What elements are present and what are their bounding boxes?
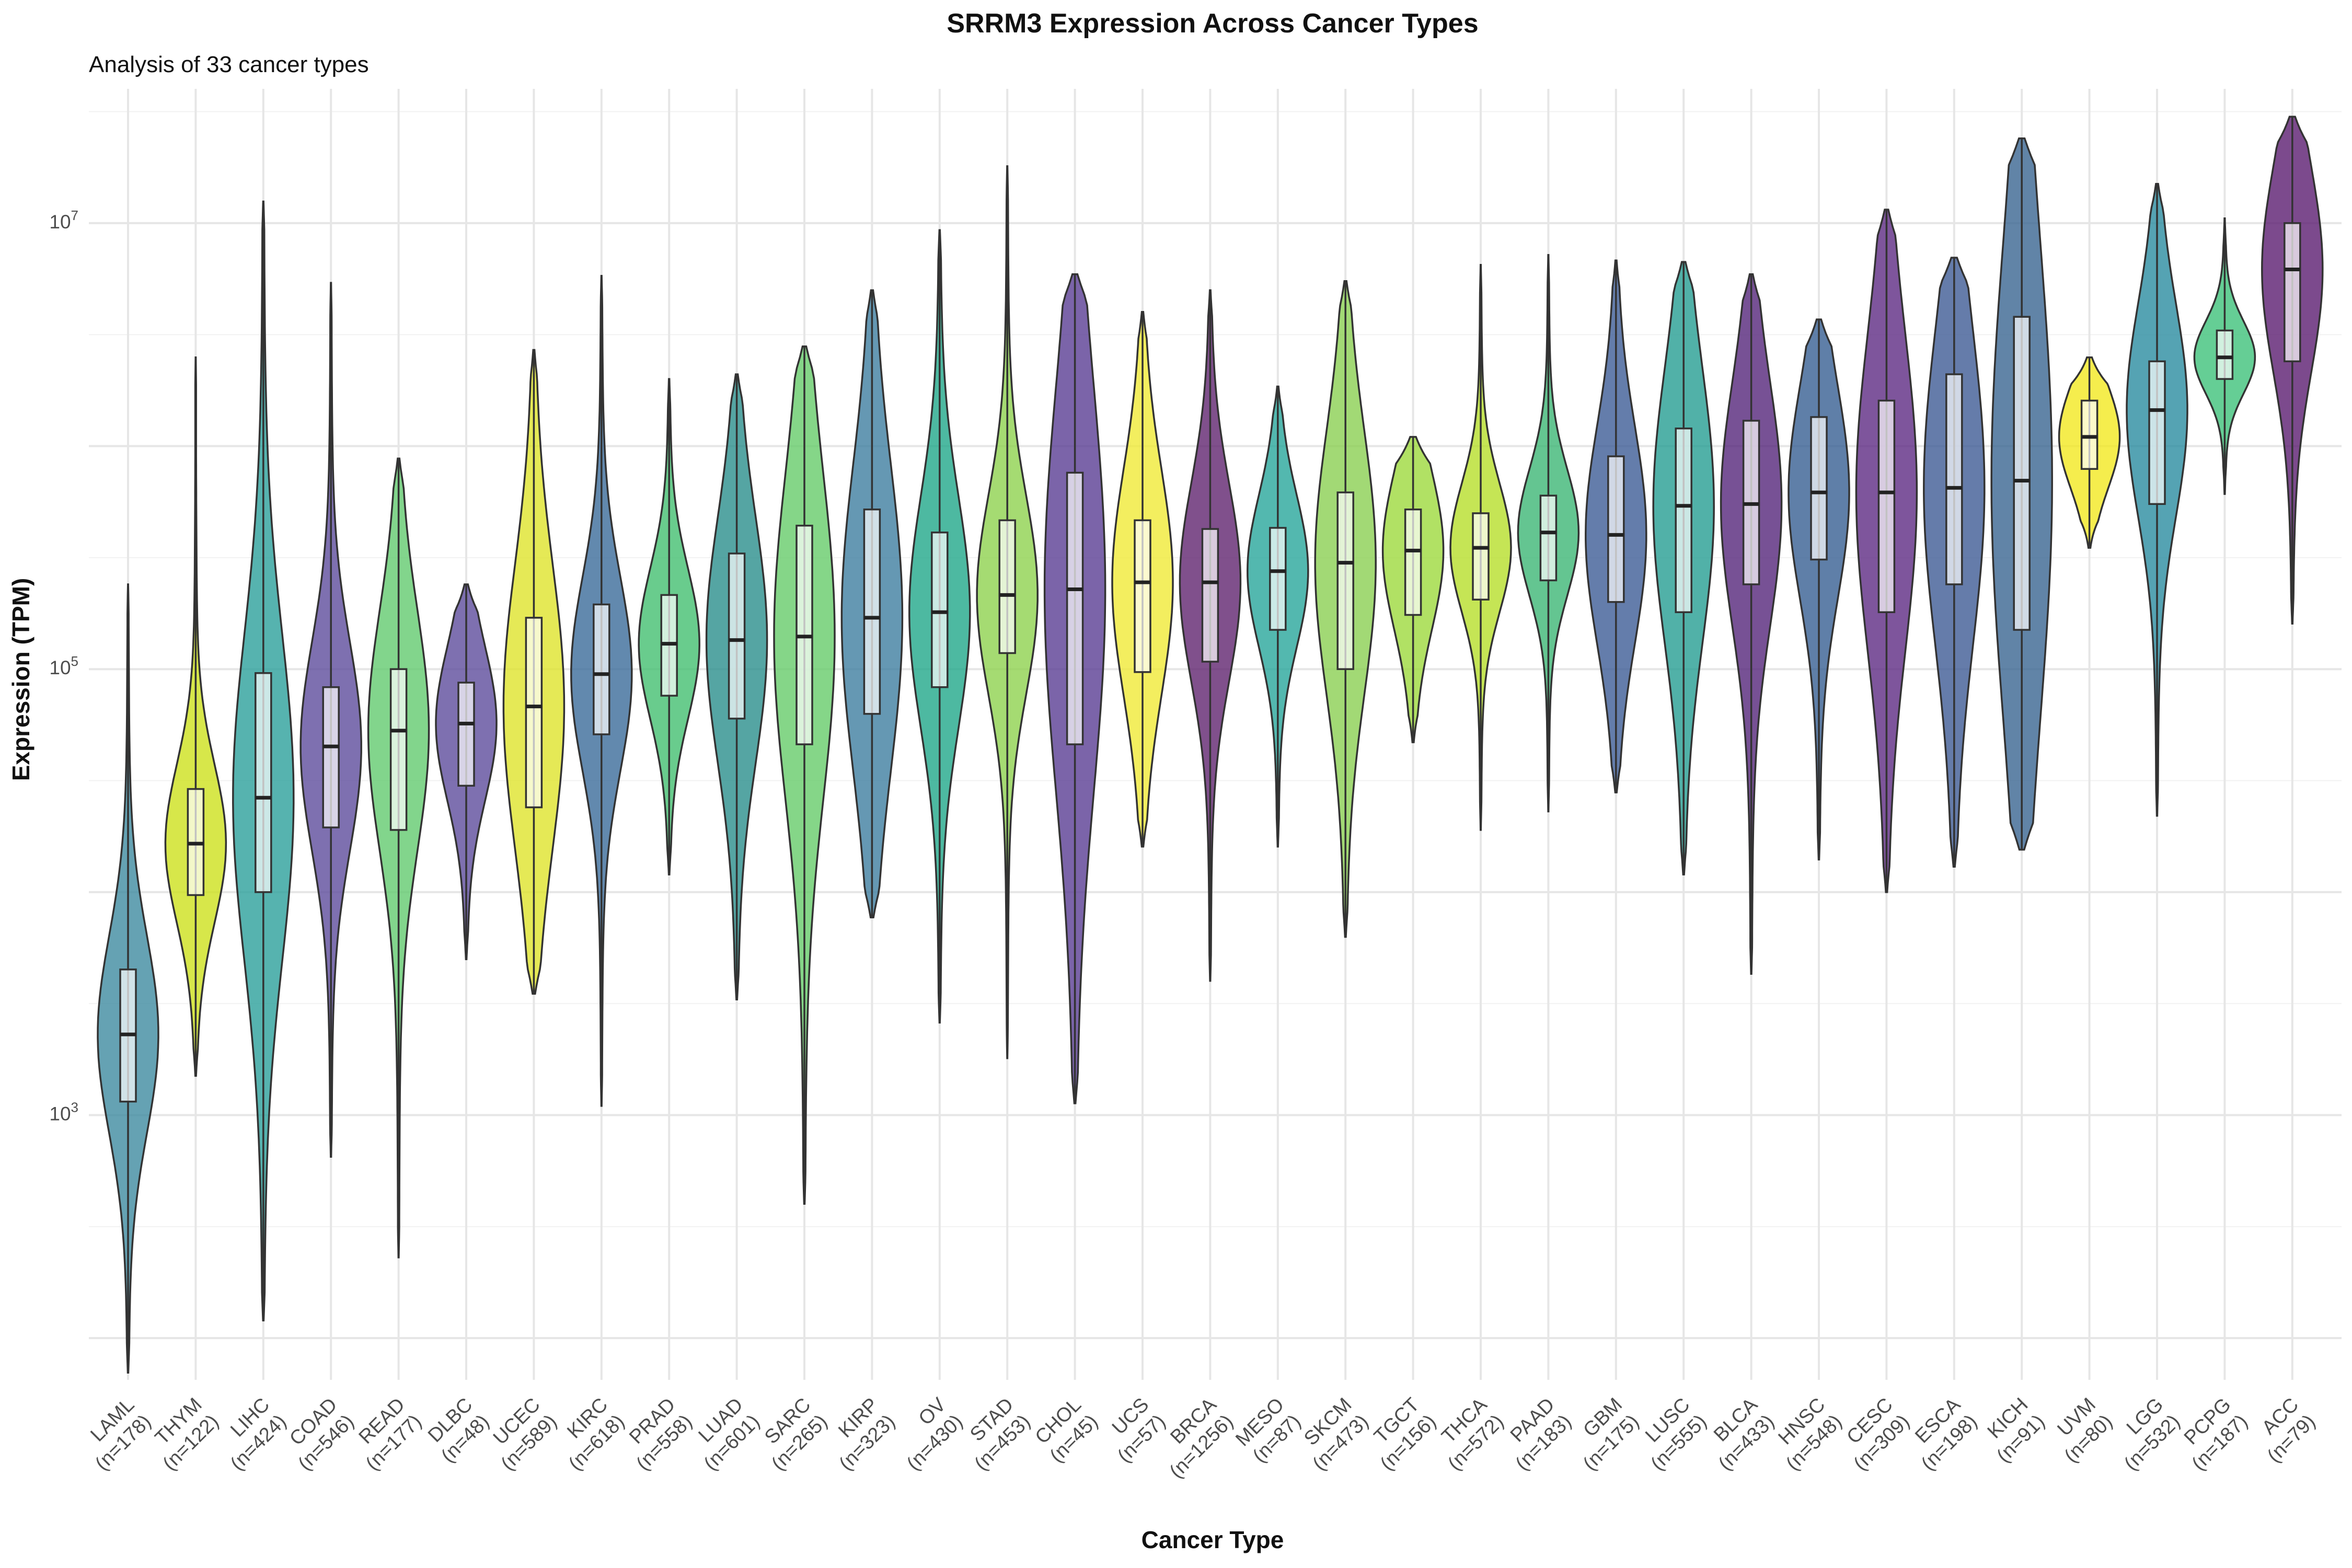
iqr-box: [2284, 222, 2301, 363]
violin-cesc: [1855, 209, 1918, 893]
iqr-box: [593, 603, 610, 735]
iqr-box: [2013, 316, 2031, 631]
violin-thca: [1449, 263, 1512, 831]
iqr-box: [322, 686, 340, 828]
violin-tgct: [1381, 436, 1445, 743]
iqr-box: [2216, 329, 2234, 380]
violin-sarc: [773, 345, 836, 1205]
violin-stad: [976, 165, 1039, 1059]
iqr-box: [1472, 512, 1490, 601]
iqr-box: [1607, 455, 1625, 603]
iqr-box: [1404, 508, 1422, 616]
iqr-box: [2148, 360, 2166, 505]
violin-brca: [1179, 289, 1242, 982]
iqr-box: [2080, 399, 2099, 470]
violin-dlbc: [435, 583, 498, 961]
chart-subtitle: Analysis of 33 cancer types: [89, 52, 369, 77]
violin-lgg: [2126, 182, 2188, 817]
violin-ucec: [502, 349, 566, 995]
iqr-box: [1810, 416, 1828, 561]
y-axis-ticks: 103 105 107: [49, 207, 78, 1125]
violin-thym: [164, 356, 227, 1077]
violin-acc: [2261, 116, 2324, 625]
iqr-box: [255, 672, 272, 893]
chart-title: SRRM3 Expression Across Cancer Types: [947, 8, 1478, 39]
violin-pcpg: [2193, 217, 2256, 495]
violin-paad: [1517, 253, 1580, 813]
iqr-box: [1134, 519, 1151, 673]
iqr-box: [389, 668, 408, 831]
iqr-box: [1539, 494, 1558, 582]
violin-uvm: [2058, 356, 2121, 549]
violin-coad: [299, 282, 362, 1158]
y-axis-title: Expression (TPM): [7, 578, 34, 781]
iqr-box: [525, 617, 543, 809]
violin-kich: [1990, 137, 2053, 851]
y-tick-label: 105: [49, 653, 78, 678]
iqr-box: [1336, 491, 1354, 670]
iqr-box: [457, 682, 475, 787]
violin-read: [367, 457, 430, 1259]
iqr-box: [998, 519, 1016, 654]
violin-luad: [705, 373, 768, 1001]
violin-chol: [1043, 273, 1106, 1104]
violin-blca: [1720, 273, 1783, 975]
violin-esca: [1923, 257, 1986, 868]
iqr-box: [1269, 527, 1287, 631]
violin-hnsc: [1788, 318, 1850, 861]
violin-gbm: [1585, 259, 1647, 793]
x-axis-ticks: LAML(n=178)THYM(n=122) LIHC(n=424)COAD(n=…: [86, 1393, 2320, 1482]
iqr-box: [863, 508, 881, 715]
violin-lihc: [232, 200, 295, 1322]
violin-lusc: [1652, 261, 1715, 875]
iqr-box: [728, 552, 746, 720]
violin-kirc: [570, 275, 633, 1107]
violin-kirp: [840, 289, 904, 919]
y-tick-label: 103: [49, 1100, 78, 1125]
violins: [97, 116, 2324, 1374]
violin-prad: [638, 378, 700, 875]
iqr-box: [1066, 471, 1084, 745]
x-axis-title: Cancer Type: [1142, 1526, 1284, 1553]
violin-laml: [97, 583, 159, 1374]
violin-meso: [1247, 385, 1309, 848]
y-tick-label: 107: [49, 207, 78, 233]
violin-skcm: [1314, 280, 1377, 938]
violin-ucs: [1111, 310, 1174, 848]
iqr-box: [1201, 528, 1219, 663]
iqr-box: [1945, 373, 1963, 585]
iqr-box: [1675, 428, 1692, 614]
iqr-box: [931, 531, 949, 688]
violin-ov: [908, 229, 971, 1024]
iqr-box: [1877, 399, 1896, 614]
